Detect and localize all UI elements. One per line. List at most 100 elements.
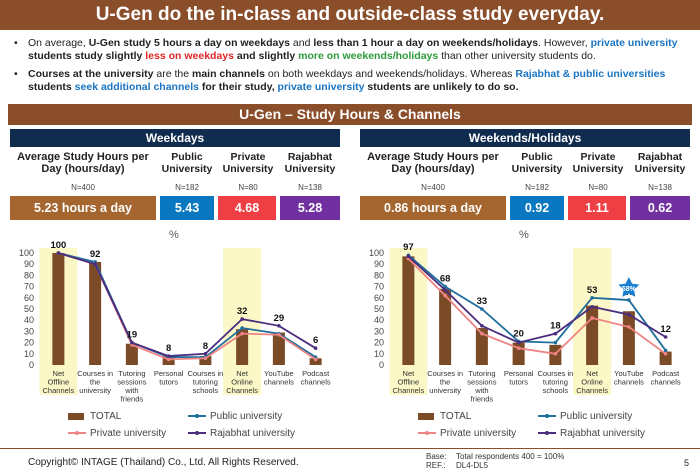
- data-label: 92: [90, 249, 101, 260]
- weekends-avg-label: Average Study Hours per Day (hours/day): [367, 151, 499, 175]
- bar-total: [475, 328, 488, 365]
- point-rajabhat-university: [56, 251, 61, 255]
- legend-label: Private university: [440, 428, 516, 439]
- y-tick-label: 100: [19, 248, 34, 258]
- data-label: 19: [127, 330, 138, 341]
- bullet-segment: On average,: [28, 37, 89, 49]
- point-private-university: [166, 357, 171, 362]
- category-label: Tutoring: [118, 369, 145, 378]
- category-label: channels: [301, 378, 331, 387]
- weekends-n-total: N=400: [421, 183, 445, 192]
- weekends-n-rajabhat: N=138: [648, 183, 672, 192]
- category-label: YouTube: [614, 369, 643, 378]
- bullet-segment: less than 1 hour a day on weekends/holid…: [313, 37, 539, 49]
- bar-total: [309, 358, 322, 365]
- category-label: university: [79, 386, 111, 395]
- weekends-value-rajabhat: 0.62: [630, 196, 690, 220]
- y-tick-label: 60: [24, 293, 34, 303]
- ref-label: REF.:: [426, 461, 446, 470]
- point-public-university: [443, 284, 447, 289]
- line-private-university: [407, 257, 667, 355]
- weekends-col-public: Public University: [511, 151, 563, 175]
- point-rajabhat-university: [166, 354, 171, 358]
- bullet-segment: than other university students do.: [438, 50, 596, 62]
- base-value: Total respondents 400 = 100%: [456, 452, 565, 461]
- weekends-n-private: N=80: [588, 183, 608, 192]
- bullet-1: • On average, U-Gen study 5 hours a day …: [14, 37, 694, 63]
- legend-swatch-total: [418, 413, 434, 420]
- point-private-university: [627, 325, 631, 329]
- data-label: 6: [313, 335, 318, 346]
- y-tick-label: 70: [374, 282, 384, 292]
- category-label: Podcast: [302, 369, 330, 378]
- category-label: with: [474, 386, 488, 395]
- weekdays-col-private: Private University: [222, 151, 274, 175]
- y-tick-label: 100: [369, 248, 384, 258]
- bullet-segment: main channels: [192, 68, 265, 80]
- weekends-n-public: N=182: [525, 183, 549, 192]
- bar-total: [52, 253, 65, 365]
- bullet-segment: Courses at the university: [28, 68, 154, 80]
- data-label: 97: [403, 242, 414, 253]
- y-tick-label: 90: [374, 259, 384, 269]
- y-tick-label: 0: [379, 360, 384, 370]
- y-tick-label: 30: [24, 326, 34, 336]
- bullet-2: • Courses at the university are the main…: [14, 68, 694, 94]
- data-label: 32: [237, 306, 248, 317]
- weekdays-n-total: N=400: [71, 183, 95, 192]
- bar-total: [622, 311, 635, 365]
- category-label: channels: [651, 378, 681, 387]
- bullet-text: Courses at the university are the main c…: [14, 68, 694, 94]
- weekdays-value-rajabhat: 5.28: [280, 196, 340, 220]
- category-label: the: [440, 378, 450, 387]
- line-rajabhat-university: [58, 252, 317, 357]
- point-rajabhat-university: [93, 262, 97, 266]
- legend-swatch-marker: [195, 414, 199, 418]
- callout-star: [618, 277, 640, 297]
- category-label: friends: [471, 395, 494, 404]
- legend-swatch-total: [68, 413, 84, 420]
- point-public-university: [590, 296, 594, 300]
- point-rajabhat-university: [627, 312, 631, 317]
- y-tick-label: 80: [24, 270, 34, 280]
- weekends-value-public: 0.92: [510, 196, 564, 220]
- page-number: 5: [684, 458, 690, 468]
- y-tick-label: 20: [374, 338, 384, 348]
- bullet-text: On average, U-Gen study 5 hours a day on…: [14, 37, 694, 63]
- category-label: Online: [581, 378, 603, 387]
- data-label: 18: [550, 321, 561, 332]
- legend-swatch-marker: [425, 431, 429, 435]
- weekdays-avg-label: Average Study Hours per Day (hours/day): [17, 151, 149, 175]
- bullet-segment: students: [28, 81, 75, 93]
- section-title: U-Gen – Study Hours & Channels: [8, 104, 692, 125]
- point-private-university: [590, 316, 594, 320]
- y-tick-label: 70: [24, 282, 34, 292]
- category-label: friends: [121, 395, 144, 404]
- category-label: Personal: [154, 369, 184, 378]
- data-label: 100: [50, 240, 66, 251]
- y-tick-label: 80: [374, 270, 384, 280]
- bar-total: [659, 351, 672, 365]
- category-label: Personal: [504, 369, 534, 378]
- bar-total: [272, 332, 285, 365]
- weekdays-pct-label: %: [169, 229, 179, 241]
- category-label: schools: [193, 386, 219, 395]
- point-private-university: [203, 356, 208, 361]
- category-label: YouTube: [264, 369, 293, 378]
- weekdays-n-private: N=80: [238, 183, 258, 192]
- legend-label: Public university: [560, 411, 632, 422]
- weekends-value-total: 0.86 hours a day: [360, 196, 506, 220]
- category-label: tutors: [159, 378, 178, 387]
- legend-swatch-marker: [195, 431, 199, 435]
- point-public-university: [663, 348, 668, 353]
- category-label: Courses in: [77, 369, 113, 378]
- legend-label: Public university: [210, 411, 282, 422]
- base-label: Base:: [426, 452, 447, 461]
- weekdays-value-public: 5.43: [160, 196, 214, 220]
- category-label: Online: [231, 378, 253, 387]
- point-rajabhat-university: [516, 340, 521, 345]
- weekdays-value-private: 4.68: [218, 196, 276, 220]
- point-private-university: [553, 352, 558, 356]
- data-label: 29: [274, 313, 285, 324]
